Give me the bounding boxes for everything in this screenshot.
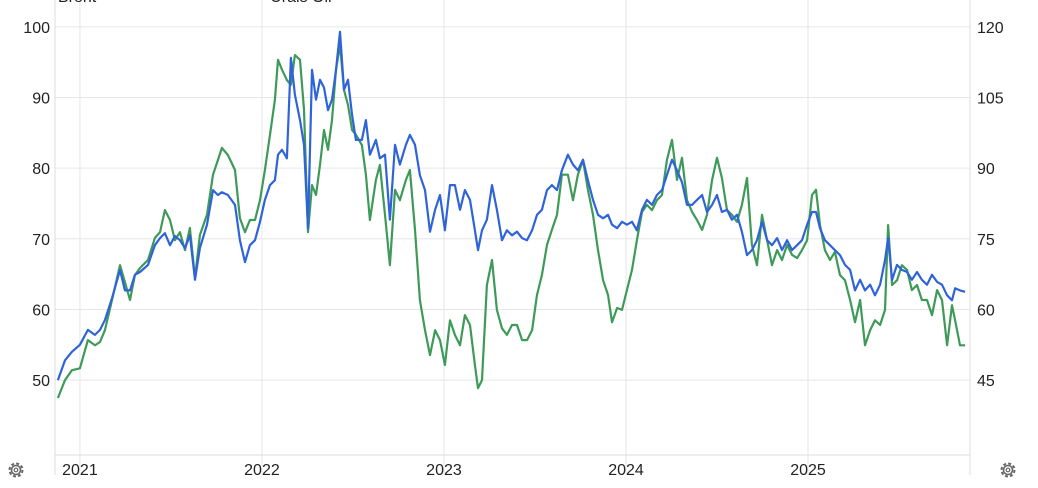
y2-tick-label: 75 <box>977 232 995 249</box>
x-tick-label: 2025 <box>790 462 826 479</box>
y-tick-label: 100 <box>23 20 50 37</box>
settings-icon[interactable] <box>1000 462 1016 478</box>
y2-tick-label: 90 <box>977 161 995 178</box>
legend-label: Urals Oil <box>270 0 331 6</box>
settings-icon[interactable] <box>8 462 24 478</box>
x-tick-label: 2024 <box>608 462 644 479</box>
x-tick-label: 2023 <box>426 462 462 479</box>
y-tick-label: 90 <box>32 91 50 108</box>
y2-tick-label: 60 <box>977 302 995 319</box>
x-tick-label: 2022 <box>244 462 280 479</box>
series-line <box>56 43 966 399</box>
y-tick-label: 60 <box>32 302 50 319</box>
y2-tick-label: 105 <box>977 91 1004 108</box>
y2-tick-label: 120 <box>977 20 1004 37</box>
series-line <box>56 30 966 381</box>
grid <box>54 0 971 475</box>
y-tick-label: 70 <box>32 232 50 249</box>
y2-tick-label: 45 <box>977 373 995 390</box>
y-tick-label: 80 <box>32 161 50 178</box>
y-tick-label: 50 <box>32 373 50 390</box>
legend-label: Brent <box>58 0 97 6</box>
x-tick-label: 2021 <box>62 462 98 479</box>
